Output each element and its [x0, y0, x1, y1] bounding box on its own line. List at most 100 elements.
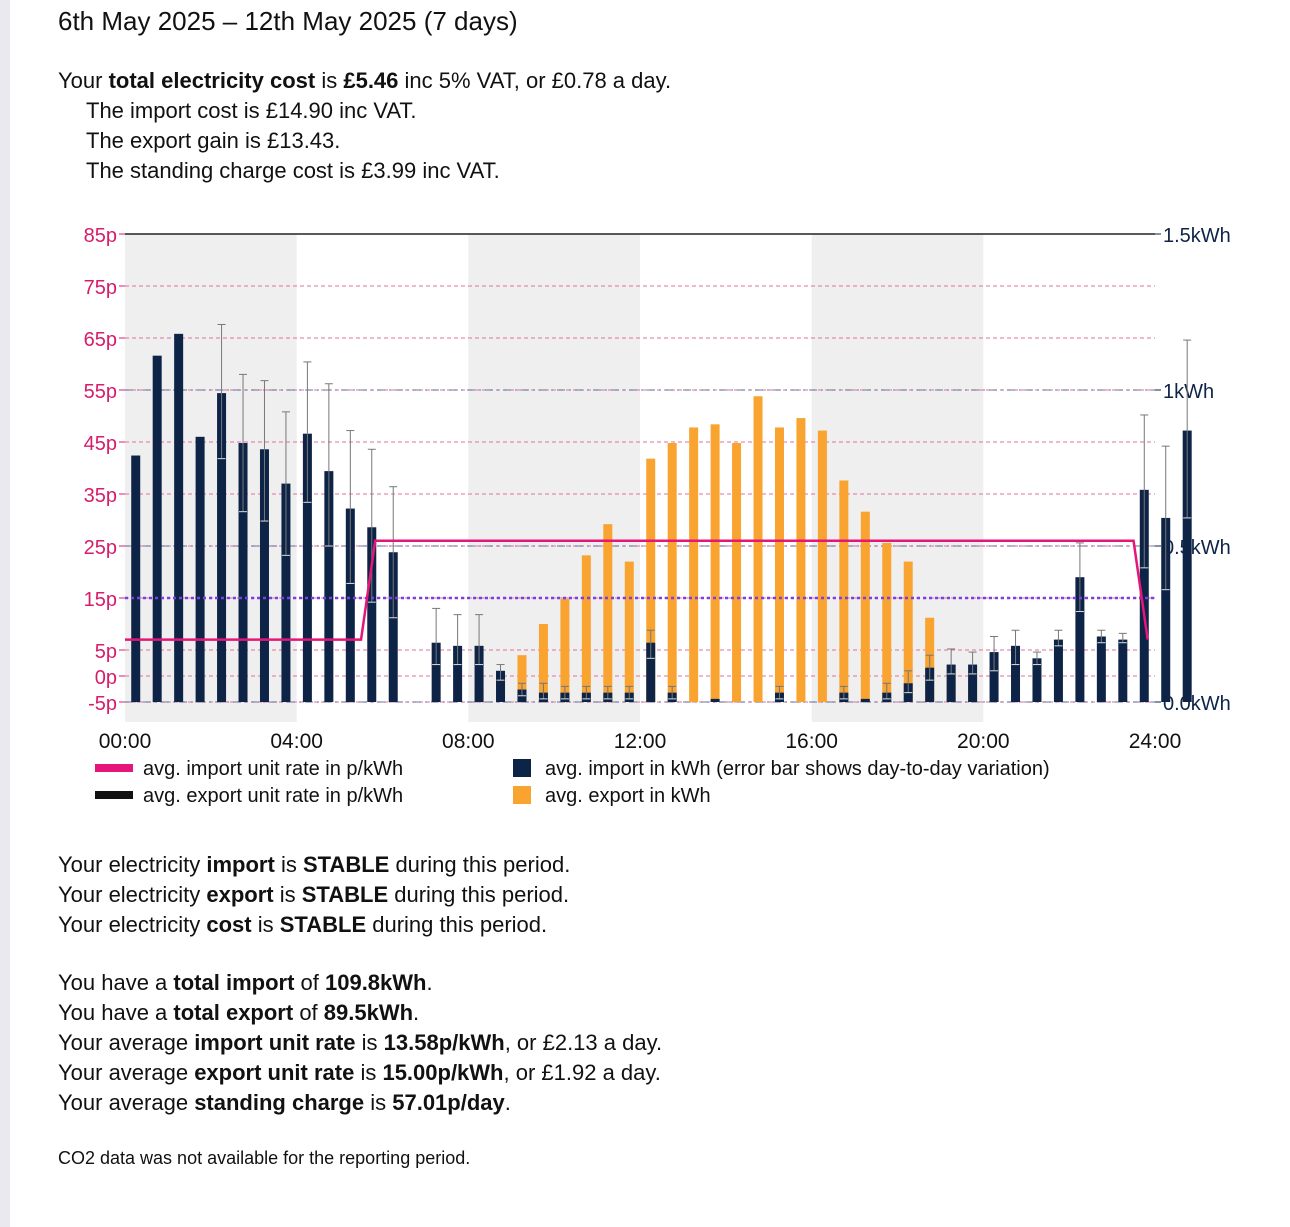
export-gain-line: The export gain is £13.43.: [86, 128, 341, 153]
import-bar: [302, 433, 312, 702]
import-bar: [860, 698, 870, 702]
import-bar: [388, 552, 398, 702]
import-bar: [259, 449, 269, 702]
avg-import-rate-line: Your average import unit rate is 13.58p/…: [58, 1030, 663, 1055]
export-bar: [624, 561, 634, 702]
export-bar: [796, 418, 806, 702]
import-bar: [1075, 577, 1085, 702]
period-title: 6th May 2025 – 12th May 2025 (7 days): [58, 6, 518, 36]
total-export-line: You have a total export of 89.5kWh.: [58, 1000, 420, 1025]
export-bar: [667, 443, 677, 702]
export-bar: [903, 561, 913, 702]
legend-label-2: avg. import in kWh (error bar shows day-…: [545, 758, 1050, 780]
stability-cost-line: Your electricity cost is STABLE during t…: [58, 912, 548, 937]
import-bar: [281, 483, 291, 702]
import-bar: [474, 645, 484, 702]
legend-swatch-2: [513, 759, 531, 777]
total-cost-label: total electricity cost: [108, 68, 316, 93]
legend-swatch-0: [95, 764, 133, 772]
import-bar: [946, 664, 956, 702]
import-bar: [710, 698, 720, 702]
export-bar: [710, 424, 720, 702]
x-tick-label: 12:00: [614, 730, 667, 753]
export-bar: [839, 480, 849, 702]
left-tick-label: 75p: [84, 277, 117, 299]
avg-standing-charge-line: Your average standing charge is 57.01p/d…: [58, 1090, 511, 1115]
import-bar: [1053, 639, 1063, 702]
import-bar: [1182, 430, 1192, 702]
export-bar: [581, 555, 591, 702]
export-bar: [646, 458, 656, 702]
import-bar: [1096, 636, 1106, 702]
total-cost-line: Your total electricity cost is £5.46 inc…: [58, 68, 672, 93]
right-tick-label: 1kWh: [1163, 381, 1214, 403]
right-tick-label: 0.5kWh: [1163, 537, 1231, 559]
legend-label-1: avg. export unit rate in p/kWh: [143, 785, 403, 807]
export-bar: [560, 599, 570, 702]
import-bar: [195, 436, 205, 702]
export-bar: [689, 427, 699, 702]
x-tick-label: 00:00: [99, 730, 152, 753]
shaded-band-0: [125, 234, 297, 722]
x-tick-label: 24:00: [1129, 730, 1182, 753]
export-bar: [860, 511, 870, 702]
import-bar: [152, 355, 162, 702]
legend-swatch-1: [95, 791, 133, 799]
export-bar: [538, 624, 548, 702]
import-bar: [324, 471, 334, 702]
import-bar: [431, 642, 441, 702]
export-bar: [732, 443, 742, 702]
export-bar: [603, 524, 613, 702]
import-bar: [989, 652, 999, 702]
x-tick-label: 20:00: [957, 730, 1010, 753]
right-tick-label: 0.0kWh: [1163, 693, 1231, 715]
export-bar: [817, 430, 827, 702]
import-bar: [1139, 489, 1149, 702]
import-rate-line: [125, 539, 1149, 641]
import-bar: [1011, 645, 1021, 702]
export-bar: [774, 427, 784, 702]
left-tick-label: 65p: [84, 329, 117, 351]
import-bar: [1118, 639, 1128, 702]
left-tick-label: 0p: [95, 667, 117, 689]
left-tick-label: 5p: [95, 641, 117, 663]
export-bar: [517, 655, 527, 702]
x-tick-label: 08:00: [442, 730, 495, 753]
x-tick-label: 04:00: [270, 730, 323, 753]
import-bar: [131, 455, 141, 702]
import-bar: [345, 508, 355, 702]
import-bar: [367, 527, 377, 702]
export-bar: [882, 542, 892, 702]
import-bar: [496, 670, 506, 702]
standing-cost-line: The standing charge cost is £3.99 inc VA…: [86, 158, 500, 183]
import-bar: [217, 393, 227, 702]
import-bar: [1032, 658, 1042, 702]
left-tick-label: 15p: [84, 589, 117, 611]
stability-export-line: Your electricity export is STABLE during…: [58, 882, 570, 907]
import-bar: [1161, 517, 1171, 702]
legend-label-3: avg. export in kWh: [545, 785, 711, 807]
left-tick-label: 25p: [84, 537, 117, 559]
left-tick-label: 85p: [84, 225, 117, 247]
legend-swatch-3: [513, 786, 531, 804]
left-edge-bar: [0, 0, 10, 1227]
export-bar: [753, 396, 763, 702]
total-cost-value: £5.46: [343, 68, 399, 93]
import-bar: [453, 645, 463, 702]
left-tick-label: 35p: [84, 485, 117, 507]
total-import-line: You have a total import of 109.8kWh.: [58, 970, 433, 995]
import-cost-line: The import cost is £14.90 inc VAT.: [86, 98, 417, 123]
left-tick-label: 55p: [84, 381, 117, 403]
stability-import-line: Your electricity import is STABLE during…: [58, 852, 571, 877]
import-bar: [968, 664, 978, 702]
legend-label-0: avg. import unit rate in p/kWh: [143, 758, 403, 780]
left-tick-label: -5p: [88, 693, 117, 715]
import-bar: [925, 667, 935, 702]
shaded-band-1: [468, 234, 640, 722]
x-tick-label: 16:00: [785, 730, 838, 753]
shaded-band-2: [811, 234, 984, 722]
left-tick-label: 45p: [84, 433, 117, 455]
import-bar: [174, 333, 184, 702]
import-bar: [238, 443, 248, 702]
avg-export-rate-line: Your average export unit rate is 15.00p/…: [58, 1060, 661, 1085]
